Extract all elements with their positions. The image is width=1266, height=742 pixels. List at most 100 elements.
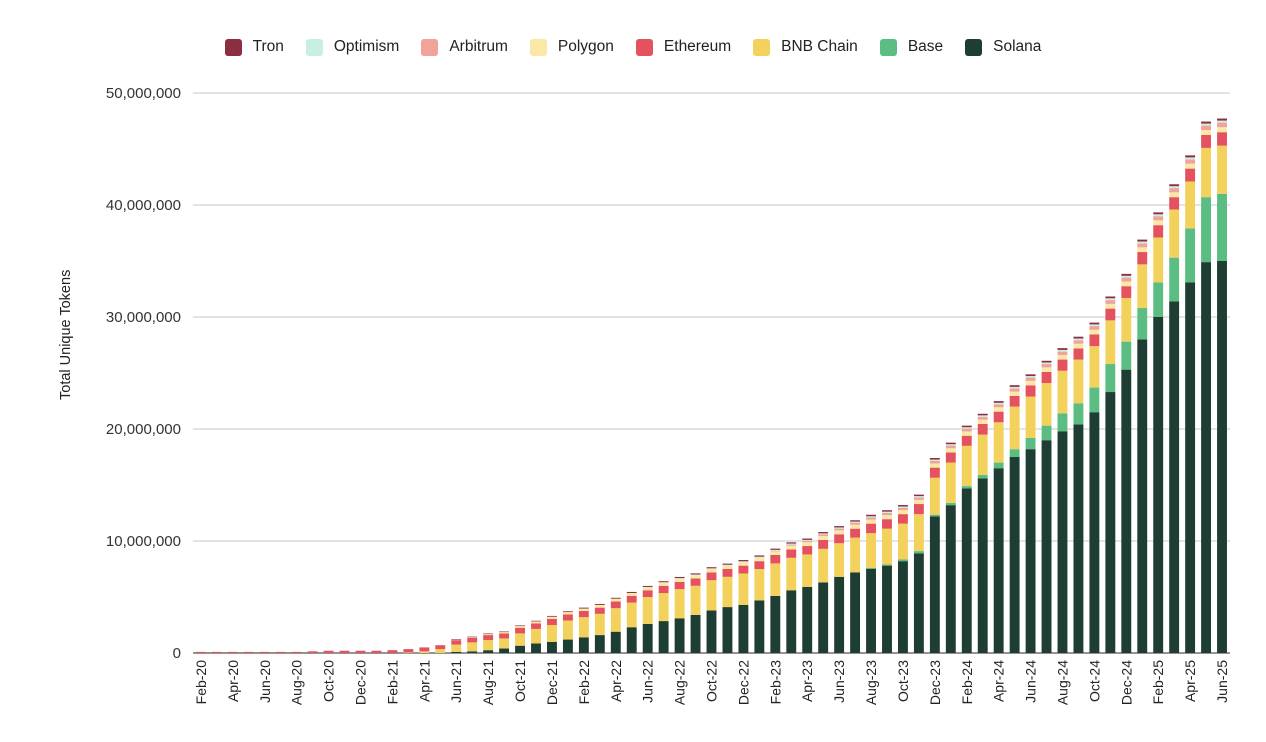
legend-item-optimism: Optimism bbox=[305, 38, 400, 56]
x-tick-label: Oct-20 bbox=[321, 660, 337, 702]
bar-segment-solana bbox=[882, 565, 892, 653]
bar-segment-base bbox=[1217, 193, 1227, 261]
bar-segment-tron bbox=[770, 548, 781, 550]
bar-segment-tron bbox=[1009, 385, 1020, 387]
bar-segment-arbitrum bbox=[882, 512, 892, 516]
bar-segment-optimism bbox=[1121, 275, 1132, 278]
bar-segment-tron bbox=[882, 510, 892, 512]
bar-segment-polygon bbox=[642, 587, 653, 591]
legend-item-solana: Solana bbox=[965, 38, 1041, 56]
bar-segment-solana bbox=[547, 641, 557, 653]
bar-segment-arbitrum bbox=[786, 544, 797, 546]
bar-segment-ethereum bbox=[850, 528, 861, 538]
bar-segment-optimism bbox=[850, 521, 861, 523]
legend-label: Solana bbox=[993, 38, 1042, 55]
bar-segment-base bbox=[1121, 341, 1132, 370]
bar-segment-tron bbox=[913, 494, 924, 497]
bar-segment-bnb-chain bbox=[834, 543, 845, 577]
bar-segment-ethereum bbox=[243, 651, 254, 653]
bar-segment-arbitrum bbox=[1025, 377, 1036, 381]
bar-segment-arbitrum bbox=[1009, 388, 1020, 392]
bar-segment-polygon bbox=[1169, 192, 1180, 198]
legend-swatch bbox=[529, 38, 547, 56]
bar-segment-tron bbox=[818, 532, 829, 534]
bar-segment-solana bbox=[993, 468, 1004, 653]
bar-segment-bnb-chain bbox=[515, 633, 525, 646]
bar-segment-bnb-chain bbox=[850, 537, 861, 573]
bar-segment-bnb-chain bbox=[483, 640, 494, 651]
legend-swatch bbox=[224, 38, 242, 56]
bar-segment-optimism bbox=[961, 427, 972, 429]
bar-segment-tron bbox=[610, 597, 621, 599]
legend-swatch bbox=[879, 38, 897, 56]
bar-segment-tron bbox=[1137, 239, 1148, 242]
bar-segment-ethereum bbox=[387, 650, 398, 653]
bar-segment-solana bbox=[594, 635, 605, 653]
bar-segment-optimism bbox=[706, 568, 717, 569]
x-tick-label: Dec-22 bbox=[735, 660, 751, 705]
bar-segment-tron bbox=[1121, 273, 1132, 276]
bar-segment-optimism bbox=[977, 415, 988, 417]
bar-segment-solana bbox=[1105, 392, 1116, 653]
bar-segment-ethereum bbox=[227, 651, 238, 653]
bar-segment-optimism bbox=[770, 549, 781, 551]
y-tick-label: 0 bbox=[173, 645, 181, 662]
bar-segment-ethereum bbox=[1089, 334, 1100, 347]
bar-segment-ethereum bbox=[977, 423, 988, 435]
legend-item-base: Base bbox=[879, 38, 943, 56]
bar-segment-bnb-chain bbox=[818, 548, 829, 583]
bar-segment-polygon bbox=[882, 515, 892, 520]
bar-segment-solana bbox=[531, 643, 541, 653]
bar-segment-base bbox=[898, 559, 908, 562]
bar-segment-optimism bbox=[1217, 120, 1227, 123]
bar-segment-tron bbox=[1201, 121, 1212, 124]
bar-segment-optimism bbox=[882, 511, 892, 513]
bar-segment-tron bbox=[706, 567, 717, 569]
y-tick-label: 30,000,000 bbox=[106, 309, 181, 326]
bar-segment-ethereum bbox=[802, 546, 813, 555]
bar-segment-ethereum bbox=[403, 649, 414, 653]
bar-segment-bnb-chain bbox=[451, 644, 462, 652]
bar-segment-tron bbox=[690, 573, 701, 575]
bar-segment-arbitrum bbox=[993, 404, 1004, 408]
bar-segment-tron bbox=[658, 581, 669, 583]
bar-segment-polygon bbox=[531, 621, 541, 624]
bar-segment-solana bbox=[802, 586, 813, 653]
y-tick-label: 10,000,000 bbox=[106, 533, 181, 550]
bar-segment-solana bbox=[1009, 457, 1020, 653]
bar-segment-ethereum bbox=[1105, 308, 1116, 321]
bar-segment-tron bbox=[754, 555, 765, 557]
bar-segment-solana bbox=[722, 607, 733, 653]
bar-segment-tron bbox=[834, 526, 845, 528]
legend-label: Optimism bbox=[333, 38, 400, 55]
bar-segment-arbitrum bbox=[850, 522, 861, 525]
bar-segment-ethereum bbox=[642, 590, 653, 597]
bar-segment-optimism bbox=[1041, 362, 1052, 365]
x-tick-label: Feb-20 bbox=[193, 660, 209, 705]
bar-segment-solana bbox=[626, 627, 637, 653]
bar-segment-ethereum bbox=[307, 651, 318, 653]
bar-segment-base bbox=[1041, 425, 1052, 441]
bar-segment-bnb-chain bbox=[898, 523, 908, 560]
x-tick-label: Apr-20 bbox=[225, 660, 241, 702]
legend-item-bnb-chain: BNB Chain bbox=[753, 38, 858, 56]
legend-swatch bbox=[635, 38, 653, 56]
bar-segment-polygon bbox=[913, 499, 924, 505]
bar-segment-solana bbox=[658, 621, 669, 653]
bar-segment-solana bbox=[850, 572, 861, 653]
bar-segment-bnb-chain bbox=[1105, 320, 1116, 365]
bar-segment-solana bbox=[898, 561, 908, 653]
bar-segment-solana bbox=[451, 651, 462, 653]
bar-segment-bnb-chain bbox=[786, 557, 797, 591]
bar-segment-optimism bbox=[690, 574, 701, 576]
bar-segment-bnb-chain bbox=[929, 477, 940, 515]
x-tick-label: Dec-20 bbox=[353, 660, 369, 705]
x-tick-label: Apr-23 bbox=[799, 660, 815, 702]
x-tick-label: Oct-24 bbox=[1086, 660, 1102, 702]
bar-segment-optimism bbox=[945, 444, 956, 446]
bar-segment-base bbox=[1025, 437, 1036, 450]
bar-segment-tron bbox=[1185, 155, 1196, 158]
bar-segment-polygon bbox=[1041, 367, 1052, 372]
bar-segment-tron bbox=[738, 560, 749, 562]
bar-segment-bnb-chain bbox=[1089, 346, 1100, 388]
